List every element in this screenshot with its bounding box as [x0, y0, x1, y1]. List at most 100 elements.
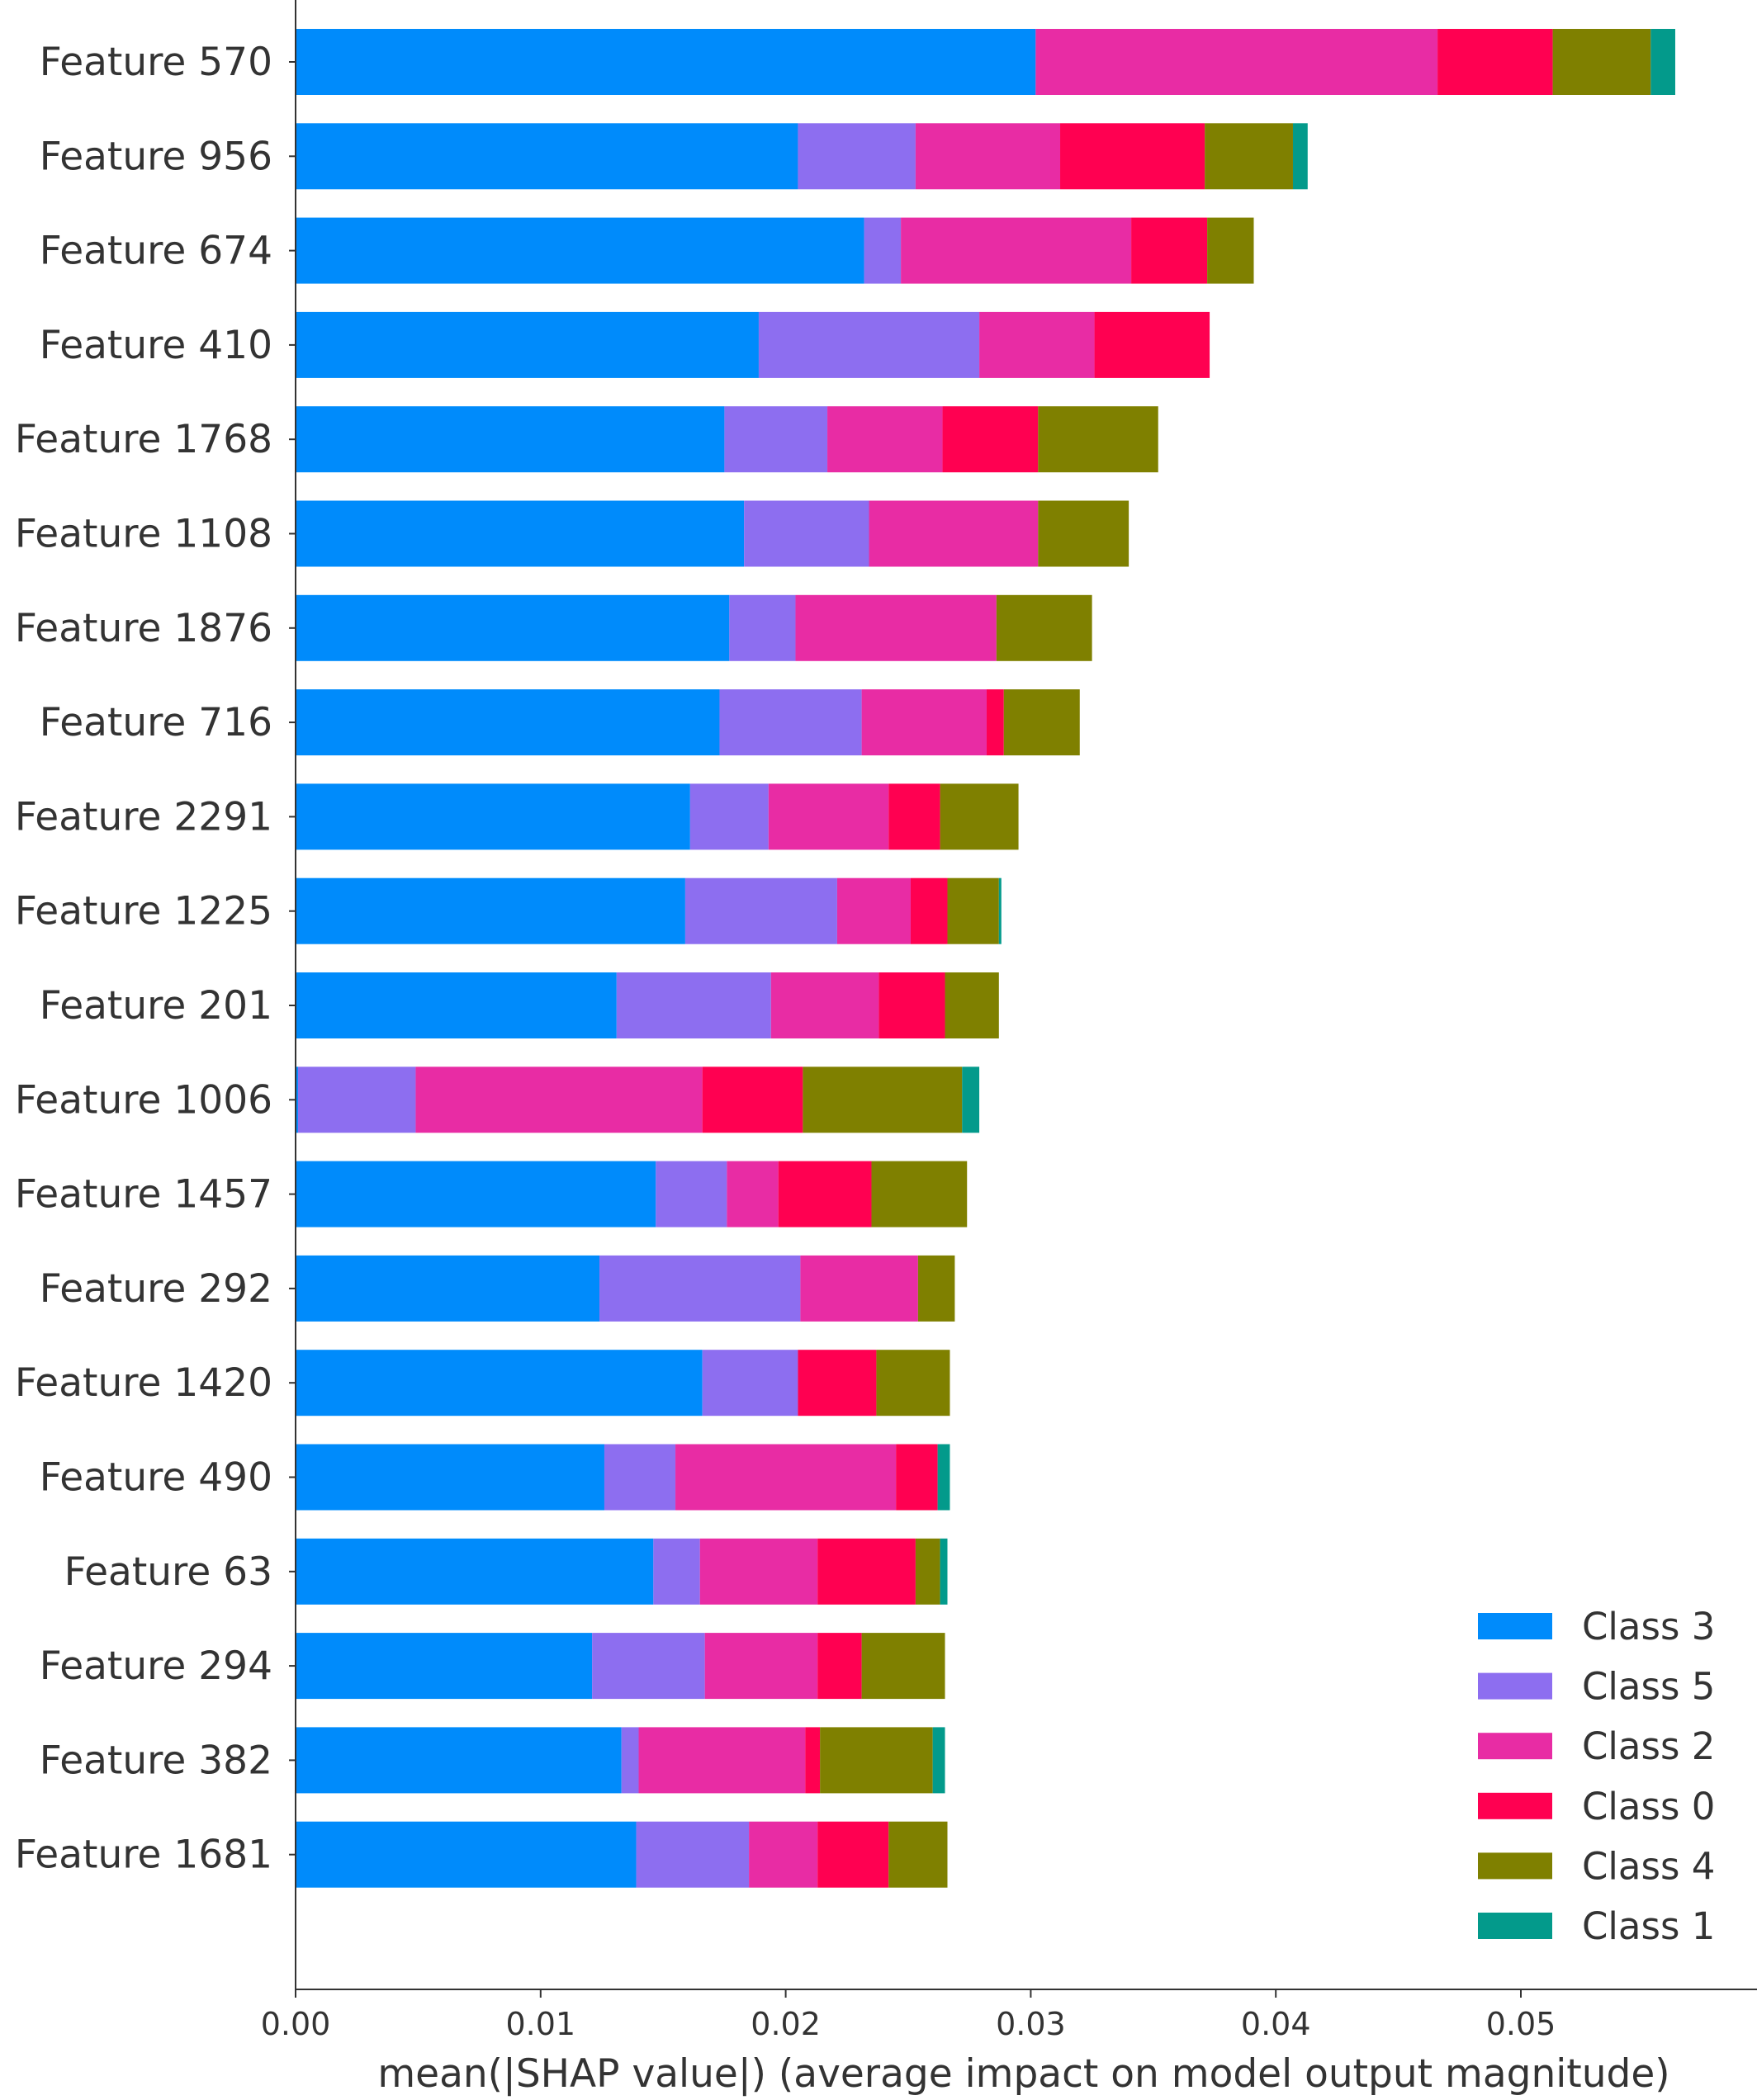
y-tick-label: Feature 292 — [40, 1266, 272, 1312]
legend-label: Class 2 — [1582, 1724, 1715, 1768]
bar-segment-class-1 — [940, 1538, 948, 1605]
bar-segment-class-4 — [917, 1255, 955, 1322]
bar-segment-class-5 — [798, 123, 916, 190]
bar-segment-class-2 — [704, 1633, 818, 1700]
bar-segment-class-3 — [296, 1161, 656, 1227]
bar-segment-class-3 — [296, 877, 685, 944]
bar-segment-class-4 — [1552, 29, 1651, 95]
y-tick-label: Feature 1768 — [15, 417, 272, 462]
bar-segment-class-1 — [1292, 123, 1308, 190]
x-axis-label: mean(|SHAP value|) (average impact on mo… — [377, 2051, 1669, 2097]
bar-segment-class-3 — [296, 689, 720, 756]
bar-segment-class-5 — [297, 1067, 416, 1133]
y-tick-label: Feature 1876 — [15, 606, 272, 651]
bar-segment-class-4 — [888, 1821, 948, 1888]
y-tick-layer: Feature 570 Feature 956 Feature 674 Feature… — [15, 40, 296, 1878]
y-tick-label: Feature 716 — [40, 700, 272, 745]
bar-segment-class-4 — [1003, 689, 1080, 756]
bar-segment-class-1 — [962, 1067, 980, 1133]
legend-label: Class 1 — [1582, 1904, 1715, 1948]
bar-segment-class-0 — [817, 1538, 916, 1605]
legend-label: Class 4 — [1582, 1844, 1715, 1888]
bar-segment-class-5 — [864, 217, 902, 284]
bar-segment-class-5 — [604, 1444, 676, 1511]
bar-segment-class-4 — [876, 1350, 950, 1417]
bar-segment-class-1 — [937, 1444, 950, 1511]
bar-segment-class-2 — [915, 123, 1061, 190]
bar-segment-class-2 — [770, 972, 879, 1038]
bar-segment-class-4 — [915, 1538, 940, 1605]
legend-label: Class 0 — [1582, 1785, 1715, 1828]
bar-segment-class-1 — [932, 1727, 945, 1794]
legend-swatch — [1478, 1852, 1552, 1880]
bar-segment-class-3 — [296, 311, 759, 378]
bar-segment-class-0 — [778, 1161, 872, 1227]
bar-segment-class-4 — [1205, 123, 1293, 190]
bar-segment-class-5 — [719, 689, 862, 756]
y-tick-label: Feature 1108 — [15, 512, 272, 557]
y-tick-label: Feature 63 — [64, 1549, 272, 1595]
bar-segment-class-2 — [749, 1821, 818, 1888]
bar-segment-class-0 — [798, 1350, 877, 1417]
legend-swatch — [1478, 1733, 1552, 1760]
bar-segment-class-5 — [702, 1350, 798, 1417]
legend: Class 3 Class 5 Class 2 Class 0 Class 4 Class… — [1478, 1605, 1715, 1948]
bar-segment-class-2 — [415, 1067, 703, 1133]
bar-segment-class-3 — [296, 217, 864, 284]
bar-segment-class-5 — [758, 311, 980, 378]
bar-segment-class-0 — [817, 1633, 862, 1700]
bar-segment-class-5 — [689, 783, 769, 850]
bar-segment-class-2 — [795, 594, 997, 661]
bar-segment-class-0 — [986, 689, 1004, 756]
axes-layer — [295, 0, 1757, 1990]
y-tick-label: Feature 294 — [40, 1644, 272, 1689]
bar-segment-class-5 — [636, 1821, 750, 1888]
x-tick-label: 0.03 — [996, 2006, 1066, 2042]
bar-segment-class-3 — [296, 1538, 654, 1605]
bar-segment-class-5 — [656, 1161, 727, 1227]
y-tick-label: Feature 410 — [40, 323, 272, 368]
bar-segment-class-3 — [296, 406, 725, 473]
y-tick-label: Feature 674 — [40, 229, 272, 274]
legend-swatch — [1478, 1913, 1552, 1939]
bar-segment-class-3 — [296, 1633, 593, 1700]
bar-segment-class-2 — [727, 1161, 779, 1227]
bar-segment-class-2 — [901, 217, 1132, 284]
bar-segment-class-2 — [675, 1444, 897, 1511]
legend-label: Class 5 — [1582, 1665, 1715, 1709]
bar-segment-class-0 — [702, 1067, 803, 1133]
bar-segment-class-4 — [871, 1161, 968, 1227]
bar-segment-class-4 — [947, 877, 999, 944]
bar-segment-class-1 — [1650, 29, 1675, 95]
legend-label: Class 3 — [1582, 1605, 1715, 1648]
x-tick-layer: 0.00 0.01 0.02 0.03 0.04 0.05 — [261, 1989, 1556, 2042]
bar-segment-class-2 — [699, 1538, 818, 1605]
bar-segment-class-0 — [910, 877, 948, 944]
y-tick-label: Feature 956 — [40, 134, 272, 179]
bar-segment-class-2 — [836, 877, 911, 944]
bar-segment-class-5 — [744, 500, 869, 567]
bar-segment-class-0 — [1131, 217, 1208, 284]
bar-segment-class-3 — [296, 500, 745, 567]
y-tick-label: Feature 490 — [40, 1455, 272, 1501]
bar-segment-class-3 — [296, 1727, 622, 1794]
x-tick-label: 0.04 — [1241, 2006, 1311, 2042]
legend-swatch — [1478, 1792, 1552, 1819]
bar-segment-class-3 — [296, 1067, 298, 1133]
bar-segment-class-5 — [653, 1538, 700, 1605]
bar-segment-class-4 — [861, 1633, 945, 1700]
bar-segment-class-3 — [296, 123, 798, 190]
bar-segment-class-5 — [599, 1255, 801, 1322]
bar-segment-class-2 — [827, 406, 943, 473]
bar-segment-class-0 — [1060, 123, 1205, 190]
bar-segment-class-3 — [296, 29, 1036, 95]
bar-segment-class-0 — [805, 1727, 821, 1794]
bar-segment-class-2 — [979, 311, 1095, 378]
bar-segment-class-3 — [296, 972, 617, 1038]
bar-segment-class-0 — [878, 972, 945, 1038]
bar-segment-class-4 — [803, 1067, 963, 1133]
y-tick-label: Feature 1006 — [15, 1077, 272, 1123]
x-tick-label: 0.01 — [505, 2006, 575, 2042]
bar-segment-class-3 — [296, 783, 690, 850]
